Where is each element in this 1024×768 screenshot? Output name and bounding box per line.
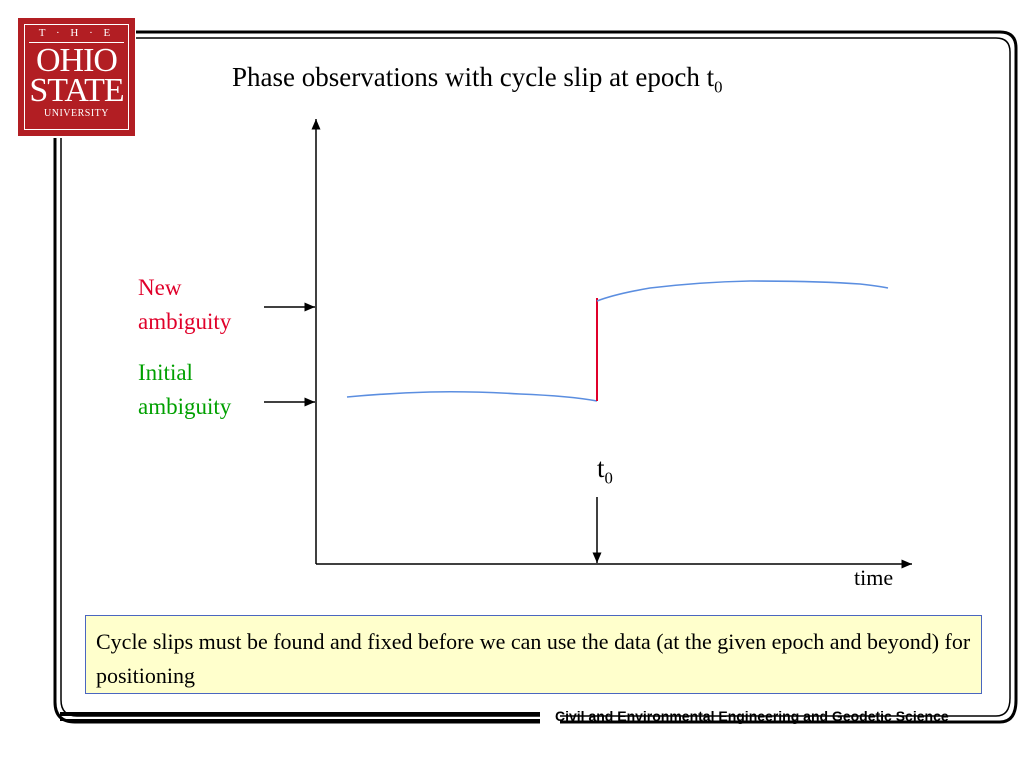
logo-state: STATE: [29, 72, 124, 109]
logo-the: T · H · E: [38, 27, 115, 39]
footer-text: Civil and Environmental Engineering and …: [555, 708, 949, 724]
phase-curve-before-slip: [346, 390, 598, 402]
x-axis-label: time: [854, 565, 894, 590]
new-ambiguity-line1: New: [138, 275, 182, 300]
slide-title: Phase observations with cycle slip at ep…: [232, 62, 723, 97]
slide-title-subscript: 0: [714, 77, 723, 97]
logo-university: UNIVERSITY: [44, 108, 109, 119]
initial-ambiguity-line2: ambiguity: [138, 394, 232, 419]
note-box: Cycle slips must be found and fixed befo…: [85, 615, 982, 694]
epoch-label-main: t: [597, 453, 605, 483]
initial-ambiguity-label: Initial ambiguity: [138, 356, 231, 424]
ohio-state-logo: T · H · E OHIO STATE UNIVERSITY: [18, 18, 135, 136]
note-text: Cycle slips must be found and fixed befo…: [96, 629, 971, 688]
epoch-label-subscript: 0: [604, 468, 613, 488]
initial-ambiguity-line1: Initial: [138, 360, 193, 385]
new-ambiguity-label: New ambiguity: [138, 271, 231, 339]
slide-title-main: Phase observations with cycle slip at ep…: [232, 62, 715, 92]
epoch-label: t0: [597, 453, 613, 488]
phase-curve-after-slip: [596, 280, 889, 302]
new-ambiguity-line2: ambiguity: [138, 309, 232, 334]
logo-ohio: OHIO: [36, 42, 118, 79]
